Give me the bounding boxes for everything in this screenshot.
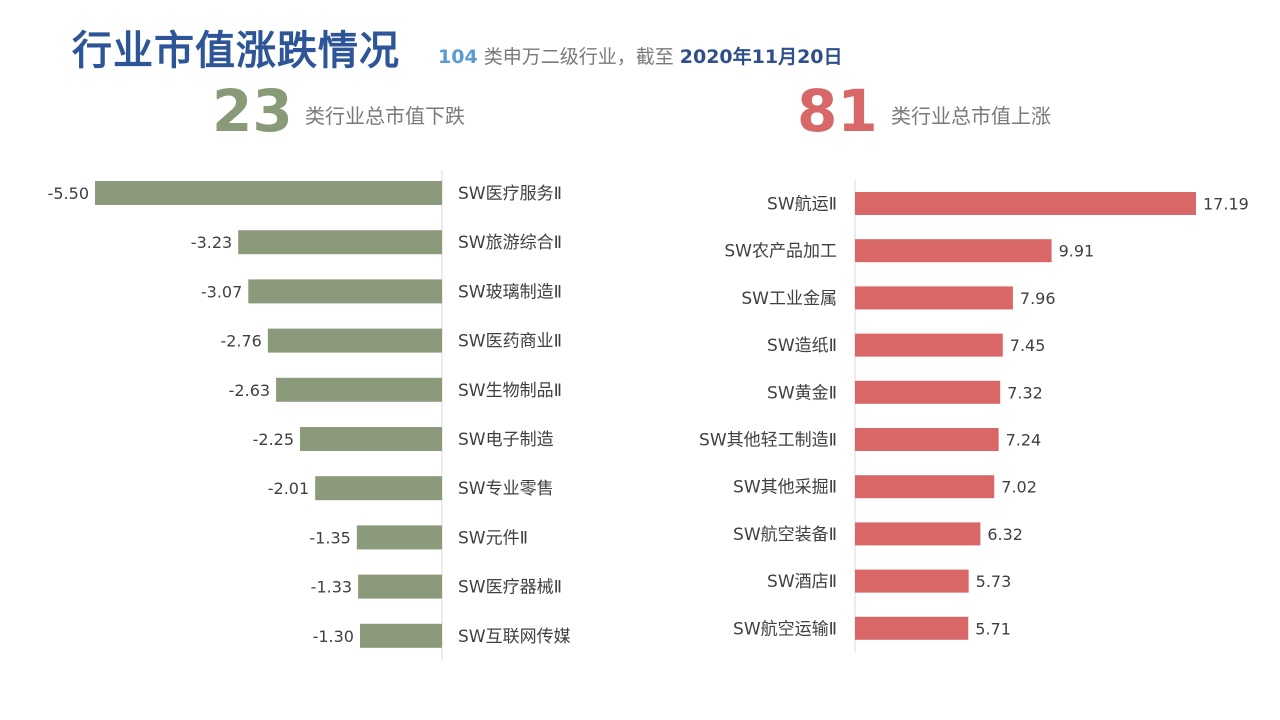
down-bar xyxy=(95,181,442,205)
down-value-label: -1.33 xyxy=(311,578,352,597)
page-subtitle: 104 类申万二级行业，截至 2020年11月20日 xyxy=(438,42,843,69)
down-category-label: SW医疗服务Ⅱ xyxy=(458,184,562,204)
down-bar xyxy=(359,623,442,648)
up-category-label: SW其他采掘Ⅱ xyxy=(733,478,837,498)
down-category-label: SW生物制品Ⅱ xyxy=(458,381,562,401)
up-value-label: 5.71 xyxy=(975,619,1011,638)
down-value-label: -2.01 xyxy=(268,479,309,498)
down-value-label: -5.50 xyxy=(48,184,89,203)
up-value-label: 9.91 xyxy=(1059,242,1095,261)
up-category-label: SW造纸Ⅱ xyxy=(767,336,837,356)
down-bar xyxy=(356,525,442,550)
down-bar xyxy=(248,279,442,304)
up-value-label: 7.45 xyxy=(1010,336,1046,355)
up-category-label: SW航空运输Ⅱ xyxy=(733,619,837,639)
down-bar xyxy=(300,427,442,451)
up-value-label: 7.32 xyxy=(1007,383,1043,402)
up-bar xyxy=(855,569,969,593)
down-value-label: -2.76 xyxy=(220,332,261,351)
down-bar xyxy=(267,328,442,353)
industry-count: 104 xyxy=(438,46,478,68)
subtitle-text: 类申万二级行业，截至 xyxy=(477,46,680,68)
down-value-label: -3.23 xyxy=(191,233,232,252)
down-bar xyxy=(315,476,442,501)
up-bar xyxy=(855,522,981,546)
down-bar xyxy=(358,574,442,599)
up-category-label: SW工业金属 xyxy=(741,289,837,309)
up-bar xyxy=(855,333,1003,357)
down-bar xyxy=(276,377,442,402)
down-bar xyxy=(238,230,442,255)
down-value-label: -3.07 xyxy=(201,282,242,301)
down-category-label: SW医疗器械Ⅱ xyxy=(458,578,562,598)
up-bar xyxy=(855,192,1196,215)
down-value-label: -1.35 xyxy=(309,528,350,547)
down-category-label: SW专业零售 xyxy=(458,479,554,499)
down-category-label: SW互联网传媒 xyxy=(458,627,571,647)
up-value-label: 17.19 xyxy=(1203,195,1249,214)
up-category-label: SW航空装备Ⅱ xyxy=(733,525,837,545)
down-category-label: SW电子制造 xyxy=(458,430,554,450)
up-bar xyxy=(855,428,999,451)
down-count: 23 xyxy=(212,77,293,145)
down-value-label: -2.63 xyxy=(229,381,270,400)
down-category-label: SW旅游综合Ⅱ xyxy=(458,233,562,253)
up-value-label: 7.24 xyxy=(1006,431,1042,450)
page-title: 行业市值涨跌情况 xyxy=(72,28,400,74)
up-category-label: SW酒店Ⅱ xyxy=(767,572,837,592)
up-category-label: SW航运Ⅱ xyxy=(767,195,837,215)
down-value-label: -2.25 xyxy=(253,430,294,449)
up-value-label: 7.02 xyxy=(1001,478,1037,497)
up-bar xyxy=(855,239,1052,263)
up-value-label: 6.32 xyxy=(987,525,1023,544)
down-category-label: SW元件Ⅱ xyxy=(458,528,528,548)
up-category-label: SW黄金Ⅱ xyxy=(767,383,837,403)
up-value-label: 5.73 xyxy=(976,572,1012,591)
subtitle-date: 2020年11月20日 xyxy=(679,46,843,68)
up-bar xyxy=(855,286,1013,310)
up-bar xyxy=(855,475,995,499)
down-category-label: SW医药商业Ⅱ xyxy=(458,332,562,352)
up-category-label: SW其他轻工制造Ⅱ xyxy=(699,431,837,451)
down-category-label: SW玻璃制造Ⅱ xyxy=(458,282,562,302)
down-label: 类行业总市值下跌 xyxy=(305,104,465,128)
up-category-label: SW农产品加工 xyxy=(724,242,837,262)
up-bar xyxy=(855,616,969,640)
up-count: 81 xyxy=(797,77,878,145)
up-value-label: 7.96 xyxy=(1020,289,1056,308)
down-value-label: -1.30 xyxy=(313,627,354,646)
up-label: 类行业总市值上涨 xyxy=(891,104,1051,128)
up-bar xyxy=(855,380,1001,404)
